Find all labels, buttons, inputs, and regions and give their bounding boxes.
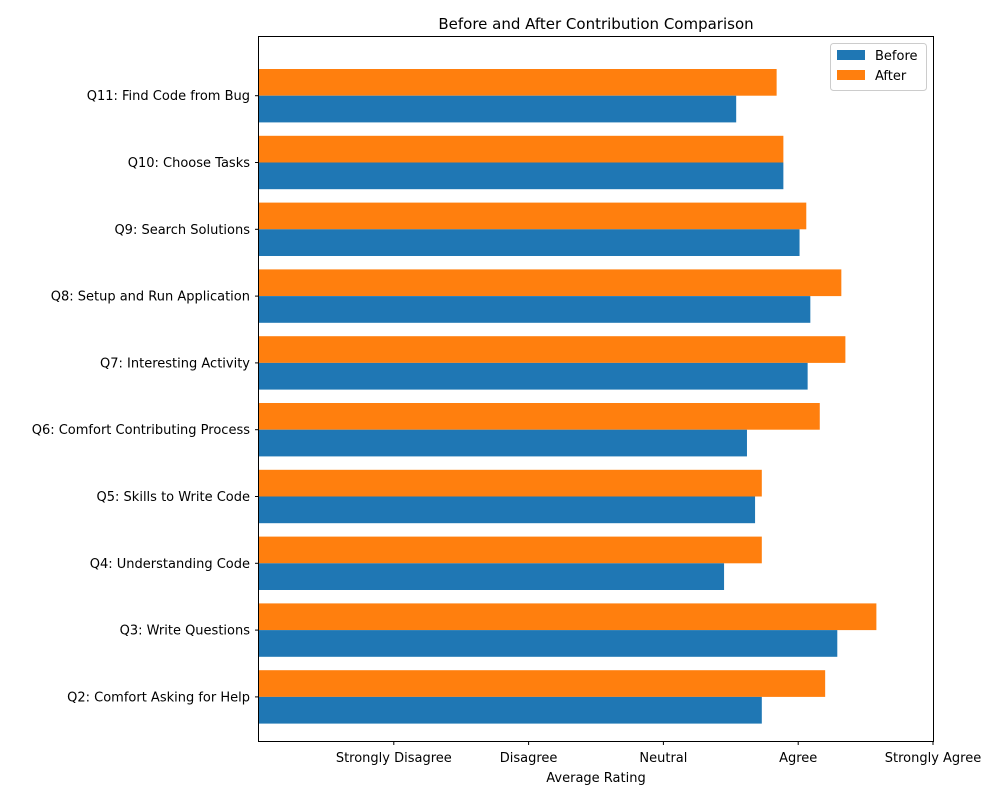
legend-swatch — [837, 70, 865, 80]
bar-after — [259, 536, 762, 564]
legend: Before After — [830, 43, 927, 91]
x-axis-label: Average Rating — [546, 771, 645, 786]
x-tick-label: Strongly Agree — [885, 751, 982, 766]
y-tick-label: Q5: Skills to Write Code — [97, 490, 250, 505]
y-tick-label: Q2: Comfort Asking for Help — [67, 690, 250, 705]
bar-after — [259, 202, 807, 230]
bar-after — [259, 336, 846, 363]
x-tick-label: Disagree — [500, 751, 558, 766]
x-tick-label: Neutral — [639, 751, 687, 766]
plot-frame — [258, 36, 934, 742]
bar-before — [259, 296, 811, 323]
bar-after — [259, 69, 777, 96]
bar-before — [259, 696, 762, 724]
bar-before — [259, 429, 747, 457]
bar-after — [259, 135, 784, 163]
y-tick-label: Q8: Setup and Run Application — [51, 290, 250, 305]
legend-swatch — [837, 50, 865, 60]
bar-before — [259, 362, 808, 390]
bar-before — [259, 95, 737, 123]
bar-before — [259, 496, 756, 524]
legend-label: After — [875, 69, 907, 84]
y-tick-label: Q11: Find Code from Bug — [87, 89, 250, 104]
bar-before — [259, 563, 725, 590]
bar-after — [259, 603, 877, 631]
legend-label: Before — [875, 49, 918, 64]
y-tick-label: Q9: Search Solutions — [114, 223, 250, 238]
x-tick-label: Strongly Disagree — [336, 751, 452, 766]
chart-title: Before and After Contribution Comparison — [438, 15, 753, 33]
y-tick-label: Q6: Comfort Contributing Process — [32, 423, 251, 438]
y-tick-label: Q7: Interesting Activity — [100, 356, 250, 371]
bar-before — [259, 162, 784, 190]
y-tick-label: Q4: Understanding Code — [90, 557, 250, 572]
bar-after — [259, 403, 820, 430]
bar-after — [259, 269, 842, 297]
y-tick-label: Q3: Write Questions — [120, 624, 251, 639]
bar-after — [259, 469, 762, 497]
x-tick-label: Agree — [779, 751, 817, 766]
bar-before — [259, 229, 800, 256]
bar-before — [259, 630, 838, 657]
y-tick-label: Q10: Choose Tasks — [128, 156, 250, 171]
bar-after — [259, 670, 826, 697]
